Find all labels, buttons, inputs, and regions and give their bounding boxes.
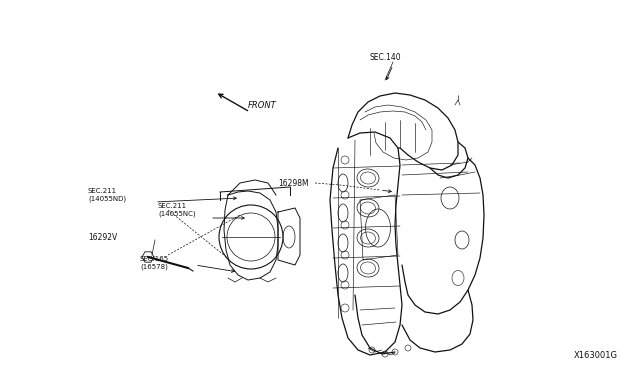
Text: SEC.211
(14055NC): SEC.211 (14055NC) <box>158 203 196 217</box>
Text: SEC.140: SEC.140 <box>370 54 402 62</box>
Text: X163001G: X163001G <box>574 351 618 360</box>
Text: 16298M: 16298M <box>278 179 308 187</box>
Text: SEC.165
(16578): SEC.165 (16578) <box>140 256 169 270</box>
Text: FRONT: FRONT <box>248 100 276 109</box>
Text: 16292V: 16292V <box>88 234 117 243</box>
Text: SEC.211
(14055ND): SEC.211 (14055ND) <box>88 188 126 202</box>
